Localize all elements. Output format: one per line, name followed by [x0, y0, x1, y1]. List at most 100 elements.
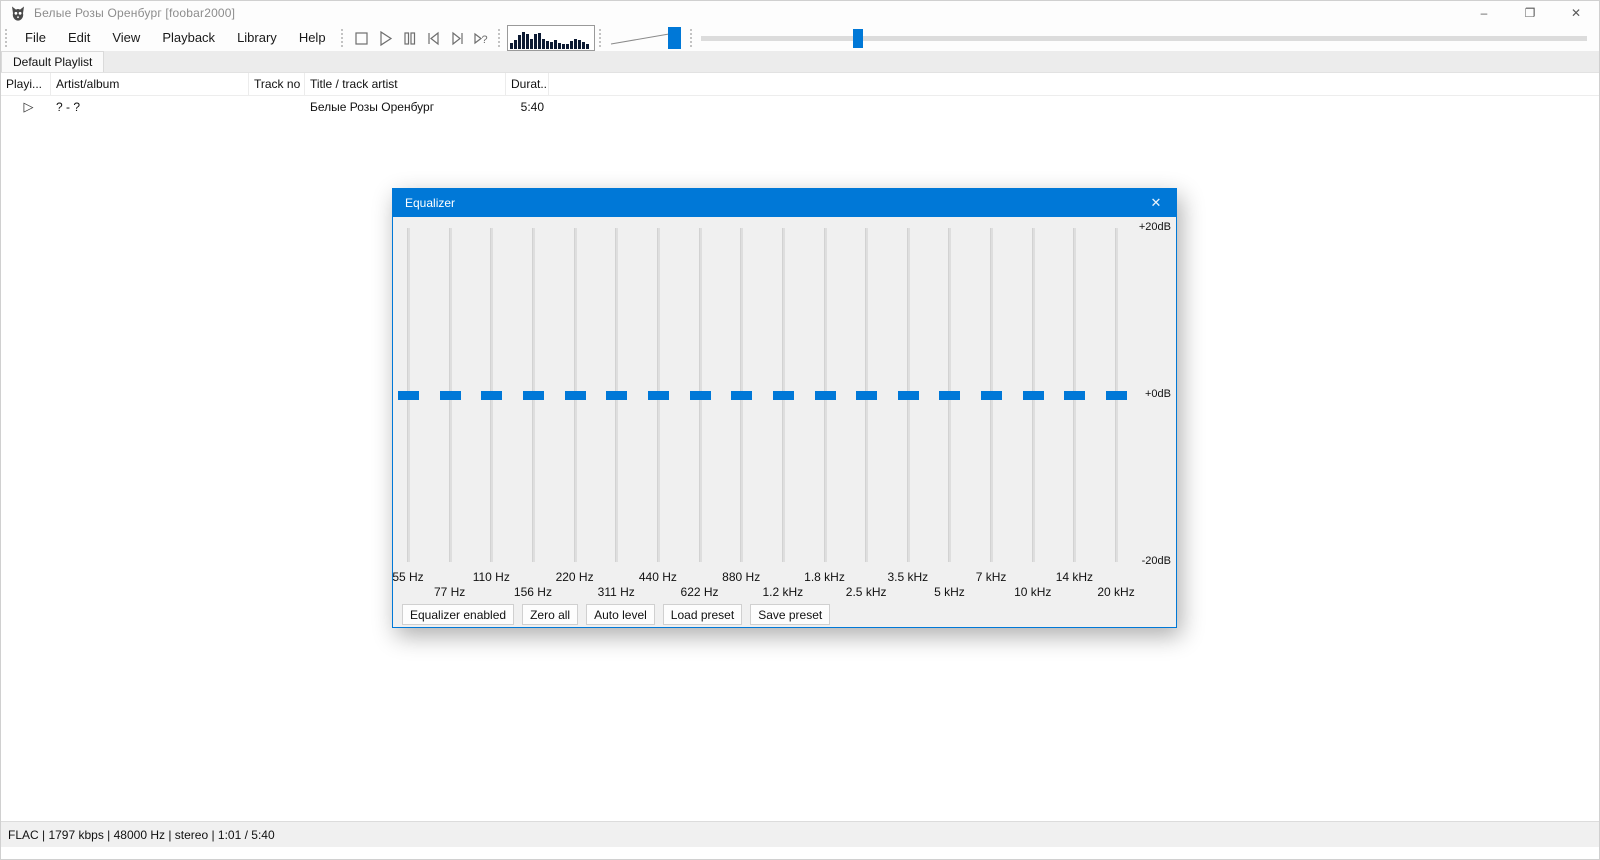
equalizer-title: Equalizer	[405, 196, 456, 210]
save-preset-button[interactable]: Save preset	[750, 604, 831, 625]
spectrum-bar	[537, 33, 541, 49]
eq-db-label: +20dB	[1138, 221, 1171, 233]
eq-slider-440-hz[interactable]	[643, 217, 673, 569]
menu-help[interactable]: Help	[298, 30, 326, 45]
eq-slider-thumb[interactable]	[772, 390, 794, 400]
eq-slider-thumb[interactable]	[1106, 390, 1128, 400]
spectrum-bar	[585, 44, 589, 49]
eq-slider-156-hz[interactable]	[518, 217, 548, 569]
eq-slider-thumb[interactable]	[1022, 390, 1044, 400]
seek-bar-thumb[interactable]	[852, 29, 863, 48]
seek-bar-track[interactable]	[700, 36, 1587, 41]
tab-default-playlist[interactable]: Default Playlist	[1, 51, 105, 72]
artist-album-cell: ? - ?	[56, 100, 81, 114]
eq-slider-14-khz[interactable]	[1059, 217, 1089, 569]
column-header-4[interactable]: Durat...	[506, 73, 549, 95]
volume-slider-thumb[interactable]	[667, 27, 681, 49]
eq-slider-20-khz[interactable]	[1101, 217, 1131, 569]
menu-playback[interactable]: Playback	[162, 30, 216, 45]
eq-band-label: 880 Hz	[722, 570, 761, 584]
load-preset-button[interactable]: Load preset	[662, 604, 743, 625]
zero-all-button[interactable]: Zero all	[522, 604, 579, 625]
eq-slider-thumb[interactable]	[731, 390, 753, 400]
minimize-window-button[interactable]: –	[1480, 6, 1488, 20]
eq-band-label: 311 Hz	[597, 585, 635, 599]
equalizer-titlebar[interactable]: Equalizer ✕	[393, 189, 1176, 217]
eq-slider-311-hz[interactable]	[601, 217, 631, 569]
column-header-2[interactable]: Track no	[249, 73, 305, 95]
eq-slider-880-hz[interactable]	[726, 217, 756, 569]
equalizer-dialog: Equalizer ✕ Equalizer enabled Zero all Aut…	[392, 188, 1177, 628]
eq-slider-55-hz[interactable]	[393, 217, 423, 569]
play-button[interactable]	[375, 27, 397, 49]
eq-slider-thumb[interactable]	[647, 390, 669, 400]
seek-bar[interactable]	[699, 25, 1589, 51]
eq-slider-77-hz[interactable]	[435, 217, 465, 569]
menu-library[interactable]: Library	[237, 30, 277, 45]
spectrum-bar	[553, 40, 557, 49]
eq-db-label: -20dB	[1141, 555, 1171, 567]
eq-slider-5-khz[interactable]	[934, 217, 964, 569]
eq-slider-10-khz[interactable]	[1018, 217, 1048, 569]
stop-icon	[355, 31, 368, 45]
equalizer-close-icon[interactable]: ✕	[1150, 195, 1162, 210]
auto-level-button[interactable]: Auto level	[586, 604, 655, 625]
eq-slider-thumb[interactable]	[606, 390, 628, 400]
restore-window-button[interactable]: ❐	[1524, 6, 1536, 20]
eq-slider-thumb[interactable]	[398, 390, 419, 400]
window-title: Белые Розы Оренбург [foobar2000]	[34, 6, 236, 20]
eq-band-label: 5 kHz	[934, 585, 965, 599]
previous-button[interactable]	[423, 27, 445, 49]
eq-slider-thumb[interactable]	[522, 390, 544, 400]
spectrum-bar	[577, 40, 581, 49]
spectrum-bar	[513, 40, 517, 49]
spectrum-bar	[569, 41, 573, 49]
random-button[interactable]: ?	[471, 27, 493, 49]
eq-slider-110-hz[interactable]	[476, 217, 506, 569]
eq-slider-thumb[interactable]	[814, 390, 836, 400]
eq-slider-thumb[interactable]	[1064, 390, 1086, 400]
equalizer-enabled-button[interactable]: Equalizer enabled	[402, 604, 515, 625]
close-window-button[interactable]: ✕	[1570, 6, 1582, 20]
eq-slider-thumb[interactable]	[689, 390, 711, 400]
eq-band-label: 440 Hz	[638, 570, 677, 584]
next-button[interactable]	[447, 27, 469, 49]
eq-slider-3-5-khz[interactable]	[893, 217, 923, 569]
eq-band-label: 14 kHz	[1055, 570, 1094, 584]
eq-slider-220-hz[interactable]	[560, 217, 590, 569]
eq-slider-thumb[interactable]	[564, 390, 586, 400]
eq-slider-thumb[interactable]	[939, 390, 961, 400]
eq-band-label: 20 kHz	[1097, 585, 1135, 599]
menu-file[interactable]: File	[25, 30, 46, 45]
duration-cell: 5:40	[520, 100, 544, 114]
eq-slider-thumb[interactable]	[856, 390, 878, 400]
eq-slider-622-hz[interactable]	[685, 217, 715, 569]
eq-slider-thumb[interactable]	[897, 390, 919, 400]
pause-button[interactable]	[399, 27, 421, 49]
eq-band-label: 220 Hz	[555, 570, 594, 584]
volume-slider[interactable]	[608, 25, 686, 51]
playlist-column-headers: Playi... Artist/album Track no Title / trac…	[1, 73, 1599, 96]
eq-slider-2-5-khz[interactable]	[851, 217, 881, 569]
playlist-rows: ▷ ? - ? Белые Розы Оренбург 5:40	[1, 96, 1599, 118]
table-row[interactable]: ▷ ? - ? Белые Розы Оренбург 5:40	[1, 96, 1599, 118]
eq-slider-thumb[interactable]	[481, 390, 503, 400]
eq-slider-7-khz[interactable]	[976, 217, 1006, 569]
column-header-3[interactable]: Title / track artist	[305, 73, 506, 95]
menu-toolbar-row: File Edit View Playback Library Help ?	[1, 25, 1599, 51]
eq-slider-thumb[interactable]	[981, 390, 1003, 400]
spectrum-bar	[541, 39, 545, 49]
menu-view[interactable]: View	[112, 30, 141, 45]
eq-slider-thumb[interactable]	[439, 390, 461, 400]
column-header-0[interactable]: Playi...	[1, 73, 51, 95]
eq-band-label: 110 Hz	[472, 570, 510, 584]
spectrum-bar	[549, 42, 553, 49]
column-header-1[interactable]: Artist/album	[51, 73, 249, 95]
menu-edit[interactable]: Edit	[67, 30, 91, 45]
eq-slider-1-8-khz[interactable]	[810, 217, 840, 569]
play-icon	[380, 30, 393, 46]
eq-slider-1-2-khz[interactable]	[768, 217, 798, 569]
stop-button[interactable]	[351, 27, 373, 49]
playback-controls: ?	[350, 25, 494, 51]
